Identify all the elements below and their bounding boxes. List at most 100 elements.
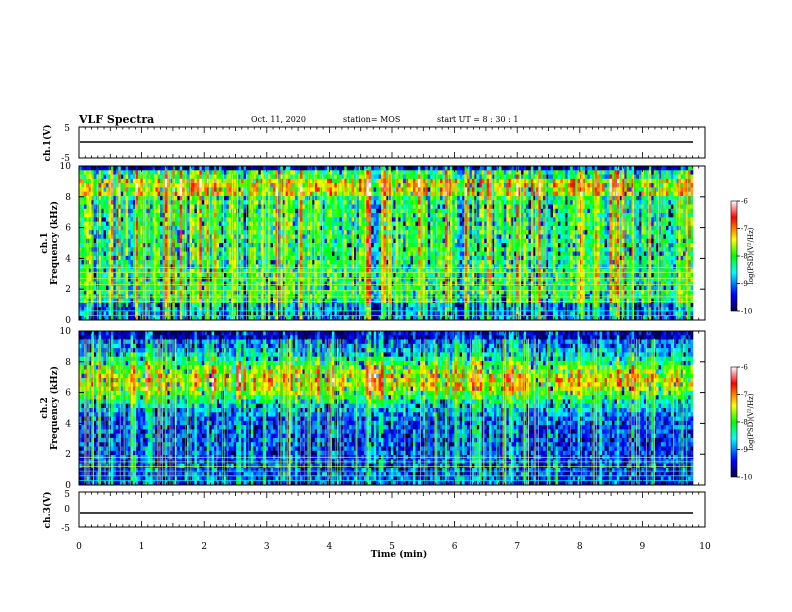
- spectrogram-cell: [130, 230, 134, 235]
- spectrogram-cell: [265, 251, 269, 257]
- spectrogram-cell: [88, 200, 92, 205]
- spectrogram-cell: [381, 187, 384, 192]
- spectrogram-cell: [290, 268, 293, 274]
- spectrogram-cell: [160, 213, 163, 218]
- spectrogram-cell: [199, 268, 203, 274]
- spectrogram-cell: [110, 238, 114, 244]
- spectrogram-cell: [128, 234, 131, 240]
- spectrogram-cell: [218, 234, 222, 240]
- spectrogram-cell: [336, 311, 340, 317]
- spectrogram-cell: [400, 187, 404, 192]
- spectrogram-cell: [398, 200, 402, 205]
- spectrogram-cell: [322, 272, 325, 278]
- spectrogram-cell: [106, 281, 109, 287]
- spectrogram-cell: [334, 191, 338, 197]
- spectrogram-cell: [169, 213, 173, 218]
- spectrogram-cell: [253, 200, 257, 205]
- spectrogram-cell: [164, 204, 168, 210]
- spectrogram-cell: [319, 315, 323, 321]
- spectrogram-cell: [140, 178, 144, 184]
- date-label: Oct. 11, 2020: [251, 115, 306, 124]
- spectrogram-cell: [255, 264, 259, 269]
- spectrogram-cell: [285, 178, 289, 184]
- spectrogram-cell: [226, 247, 230, 252]
- spectrogram-cell: [221, 195, 225, 201]
- spectrogram-cell: [135, 290, 139, 295]
- spectrogram-cell: [260, 302, 264, 308]
- spectrogram-cell: [145, 255, 149, 261]
- spectrogram-cell: [351, 298, 355, 304]
- spectrogram-cell: [172, 238, 176, 244]
- spectrogram-cell: [113, 255, 117, 261]
- spectrogram-cell: [218, 174, 222, 180]
- spectrogram-cell: [354, 200, 357, 205]
- spectrogram-cell: [312, 268, 316, 274]
- spectrogram-cell: [324, 234, 328, 240]
- spectrogram-cell: [221, 277, 225, 282]
- spectrogram-cell: [164, 195, 168, 201]
- spectrogram-cell: [366, 174, 370, 180]
- spectrogram-cell: [130, 290, 134, 295]
- spectrogram-cell: [91, 221, 95, 227]
- spectrogram-cell: [243, 187, 247, 192]
- spectrogram-cell: [346, 221, 350, 227]
- spectrogram-cell: [128, 195, 131, 201]
- spectrogram-cell: [371, 225, 375, 231]
- spectrogram-cell: [302, 204, 306, 210]
- spectrogram-cell: [108, 290, 112, 295]
- spectrogram-cell: [221, 281, 225, 287]
- spectrogram-cell: [226, 264, 230, 269]
- spectrogram-cell: [307, 170, 311, 175]
- spectrogram-cell: [295, 183, 298, 188]
- spectrogram-cell: [378, 281, 382, 287]
- spectrogram-cell: [243, 200, 247, 205]
- spectrogram-cell: [258, 238, 262, 244]
- spectrogram-cell: [322, 302, 325, 308]
- spectrogram-cell: [329, 195, 333, 201]
- spectrogram-cell: [376, 187, 379, 192]
- spectrogram-cell: [349, 230, 352, 235]
- spectrogram-cell: [290, 208, 293, 214]
- spectrogram-cell: [113, 221, 117, 227]
- spectrogram-cell: [145, 272, 149, 278]
- spectrogram-cell: [383, 225, 387, 231]
- spectrogram-cell: [223, 230, 227, 235]
- spectrogram-cell: [403, 208, 406, 214]
- spectrogram-cell: [334, 298, 338, 304]
- spectrogram-cell: [386, 183, 389, 188]
- spectrogram-cell: [258, 187, 262, 192]
- spectrogram-cell: [351, 251, 355, 257]
- spectrogram-cell: [189, 166, 193, 171]
- spectrogram-cell: [354, 290, 357, 295]
- spectrogram-cell: [218, 217, 222, 222]
- spectrogram-cell: [373, 255, 377, 261]
- spectrogram-cell: [295, 311, 298, 317]
- spectrogram-cell: [241, 307, 244, 312]
- spectrogram-cell: [378, 174, 382, 180]
- spectrogram-cell: [135, 187, 139, 192]
- spectrogram-cell: [182, 315, 185, 321]
- spectrogram-cell: [366, 260, 370, 265]
- spectrogram-cell: [302, 272, 306, 278]
- spectrogram-cell: [275, 277, 279, 282]
- spectrogram-cell: [334, 204, 338, 210]
- spectrogram-cell: [341, 272, 345, 278]
- spectrogram-cell: [228, 260, 232, 265]
- spectrogram-cell: [226, 200, 230, 205]
- spectrogram-cell: [177, 302, 180, 308]
- spectrogram-cell: [120, 225, 124, 231]
- spectrogram-cell: [287, 225, 291, 231]
- spectrogram-cell: [378, 298, 382, 304]
- spectrogram-cell: [386, 264, 389, 269]
- spectrogram-cell: [145, 281, 149, 287]
- spectrogram-cell: [125, 247, 129, 252]
- spectrogram-cell: [145, 290, 149, 295]
- spectrogram-cell: [290, 217, 293, 222]
- spectrogram-cell: [393, 195, 397, 201]
- spectrogram-cell: [98, 243, 102, 248]
- spectrogram-cell: [155, 187, 158, 192]
- spectrogram-cell: [253, 243, 257, 248]
- spectrogram-cell: [398, 311, 402, 317]
- spectrogram-cell: [314, 195, 318, 201]
- spectrogram-cell: [371, 315, 375, 321]
